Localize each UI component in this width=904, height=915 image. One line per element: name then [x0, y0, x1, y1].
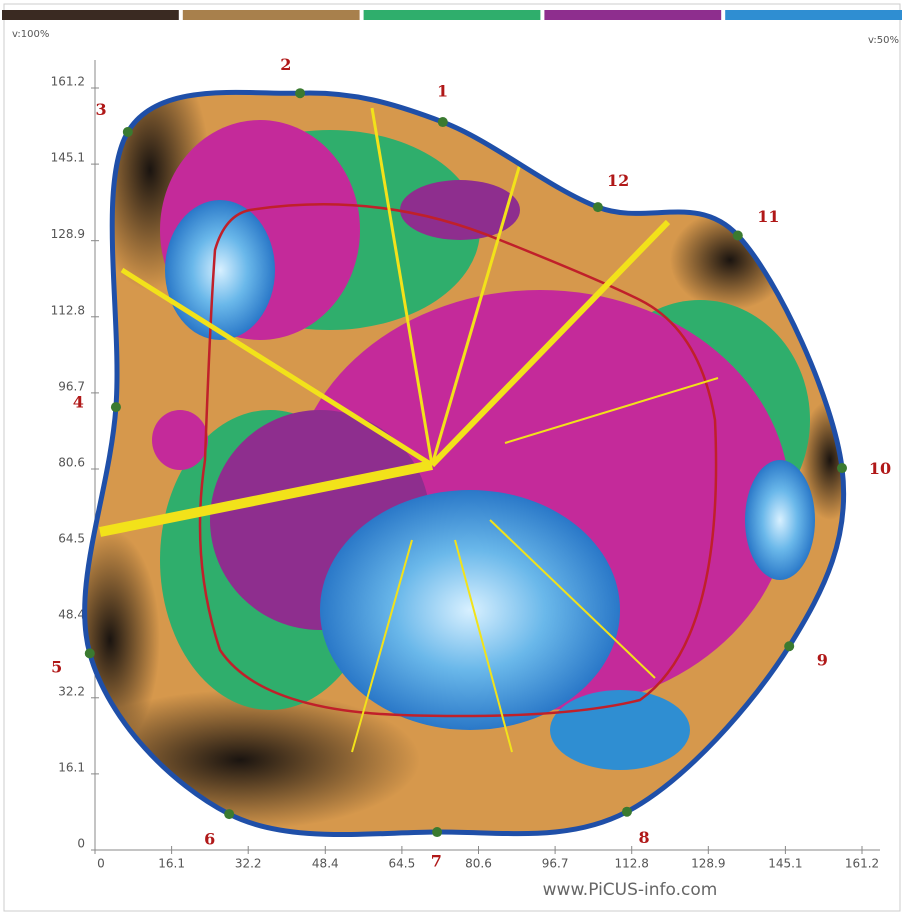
sensor — [592, 202, 603, 213]
y-tick-label: 161.2 — [51, 75, 85, 89]
y-tick-label: 48.4 — [58, 608, 85, 622]
y-tick-label: 96.7 — [58, 379, 85, 393]
path — [429, 219, 671, 468]
tomogram — [84, 92, 844, 835]
axes: 0 16.1 32.2 48.4 64.5 80.6 96.7 112.8 128.9 145.1… — [51, 60, 880, 871]
x-tick-label: 16.1 — [158, 857, 185, 871]
path — [430, 163, 522, 466]
corner-label: v:50% — [868, 35, 899, 46]
sensor-label: 10 — [869, 459, 891, 478]
sensor-label: 9 — [817, 651, 828, 670]
y-tick-label: 16.1 — [58, 760, 85, 774]
x-tick-label: 80.6 — [465, 857, 492, 871]
sensor — [732, 230, 743, 241]
x-tick-label: 64.5 — [389, 857, 416, 871]
x-tick-label: 112.8 — [615, 857, 649, 871]
y-tick-label: 112.8 — [51, 303, 85, 317]
sensor — [295, 88, 306, 99]
path — [504, 377, 719, 444]
sensor-label: 2 — [280, 55, 291, 74]
x-tick-label: 48.4 — [312, 857, 339, 871]
blue-zone — [165, 200, 275, 340]
blue-zone — [550, 690, 690, 770]
path — [351, 539, 413, 753]
sensor-label: 7 — [431, 852, 442, 871]
sensor-label: 12 — [607, 171, 629, 190]
sensor — [122, 126, 133, 137]
colorbar-segment — [544, 10, 722, 20]
sensor-label: 5 — [51, 658, 62, 677]
magenta-zone — [152, 410, 208, 470]
path — [99, 460, 433, 537]
sensor — [432, 827, 443, 838]
purple-zone — [400, 180, 520, 240]
path — [370, 107, 434, 466]
sensor-label: 11 — [757, 207, 779, 226]
colorbar — [2, 10, 902, 20]
sensor — [784, 641, 795, 652]
sensor-label: 4 — [73, 393, 84, 412]
y-tick-label: 32.2 — [58, 684, 85, 698]
sensor-label: 6 — [204, 829, 215, 848]
x-tick-label: 96.7 — [542, 857, 569, 871]
sensor — [84, 648, 95, 659]
sensor-label: 8 — [639, 828, 650, 847]
dark-zone — [800, 400, 844, 520]
dark-zone — [84, 530, 160, 750]
inner-contour — [198, 203, 718, 718]
path — [120, 267, 434, 468]
sensor — [110, 402, 121, 413]
x-tick-label: 128.9 — [691, 857, 725, 871]
footer: www.PiCUS-info.com — [543, 880, 718, 900]
sensor — [837, 463, 848, 474]
colorbar-segment — [182, 10, 360, 20]
sensor-label: 1 — [437, 82, 448, 101]
blue-zone — [745, 460, 815, 580]
colorbar-segment — [2, 10, 179, 20]
sensor — [437, 117, 448, 128]
y-tick-label: 0 — [77, 837, 85, 851]
path — [454, 539, 513, 753]
y-tick-label: 145.1 — [51, 151, 85, 165]
path — [489, 519, 656, 679]
corner-label: v:100% — [12, 29, 49, 40]
blue-zone — [320, 490, 620, 730]
y-tick-label: 128.9 — [51, 227, 85, 241]
y-tick-label: 64.5 — [58, 532, 85, 546]
x-tick-label: 32.2 — [235, 857, 262, 871]
y-tick-label: 80.6 — [58, 456, 85, 470]
sensor — [224, 809, 235, 820]
frame — [3, 3, 901, 912]
x-tick-label: 161.2 — [845, 857, 879, 871]
x-tick-label: 145.1 — [768, 857, 802, 871]
sensor — [621, 806, 632, 817]
x-tick-label: 0 — [97, 857, 105, 871]
colorbar-segment — [363, 10, 541, 20]
colorbar-segment — [725, 10, 902, 20]
sensor-label: 3 — [96, 100, 107, 119]
paths — [99, 107, 719, 753]
